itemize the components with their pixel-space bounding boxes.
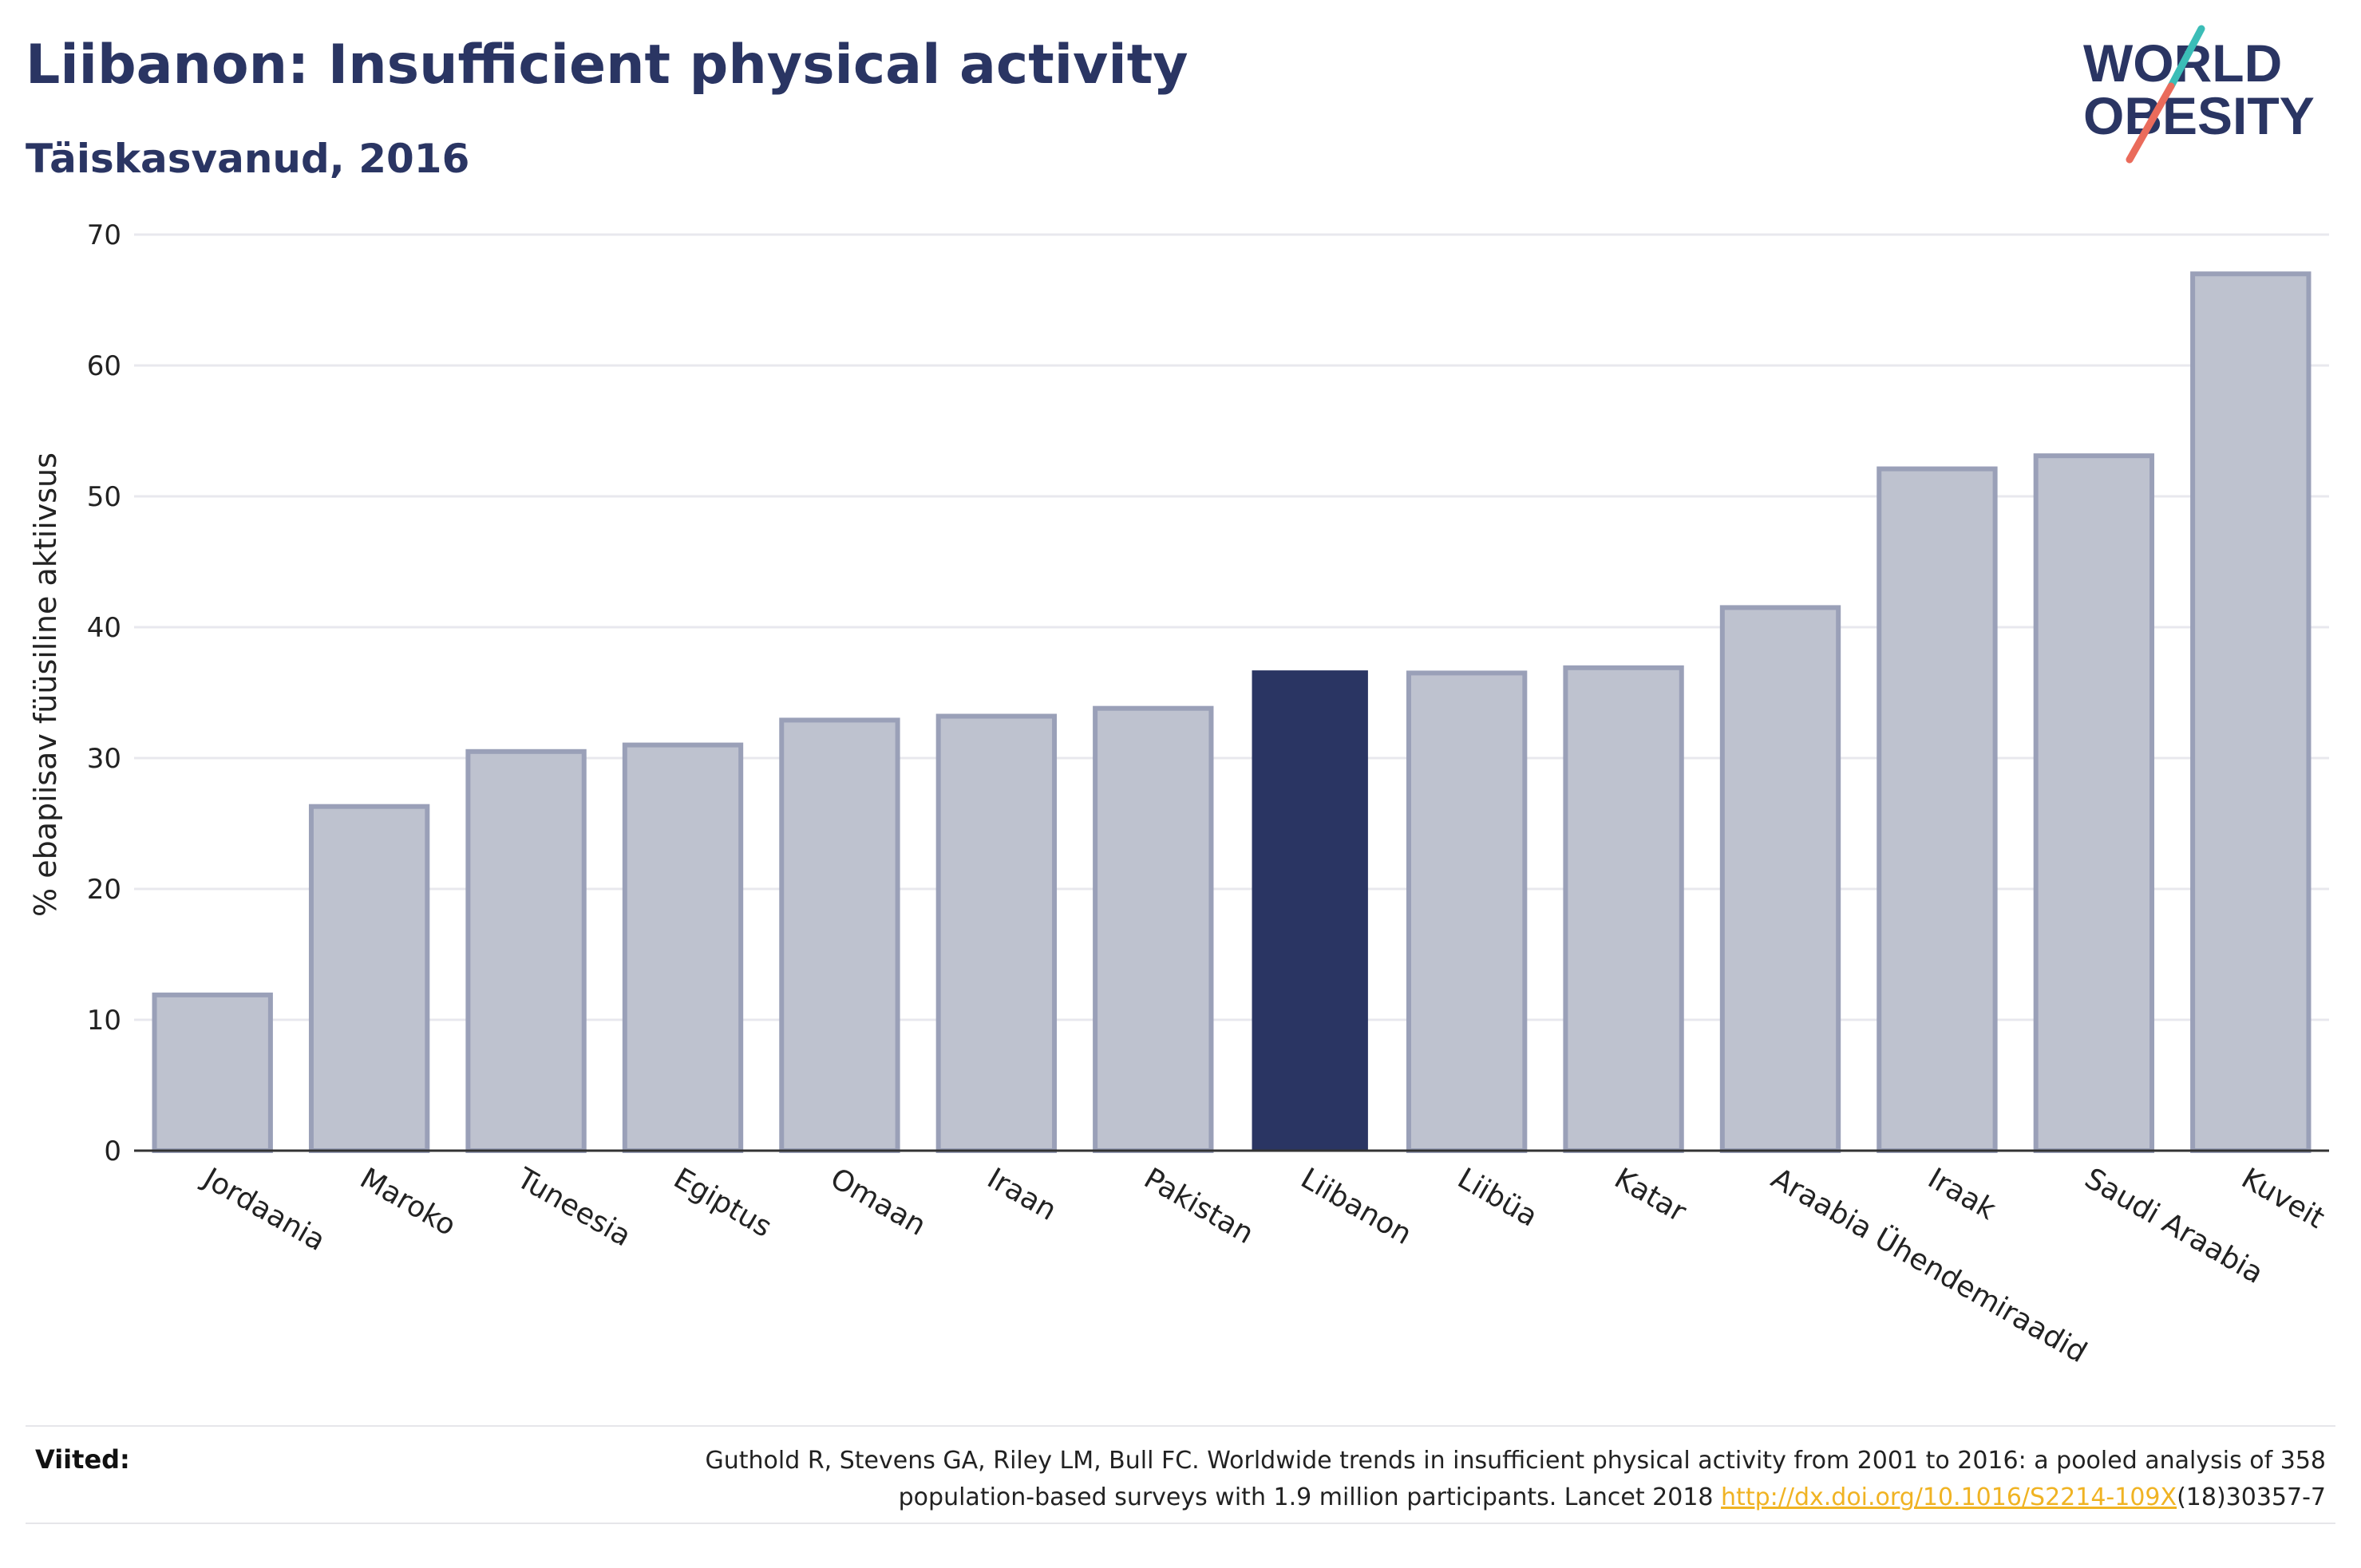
y-tick-label: 70 — [87, 219, 121, 251]
reference-line-1: Guthold R, Stevens GA, Riley LM, Bull FC… — [705, 1447, 2326, 1475]
y-tick-label: 10 — [87, 1005, 121, 1037]
bar-pakistan[interactable] — [1093, 705, 1214, 1153]
references-label: Viited: — [35, 1444, 130, 1475]
x-tick-label: Tuneesia — [511, 1162, 637, 1254]
bar-iraan[interactable] — [935, 713, 1058, 1153]
y-tick-label: 50 — [87, 481, 121, 513]
x-tick-label: Jordaania — [196, 1161, 330, 1258]
reference-line-2: population-based surveys with 1.9 millio… — [490, 1479, 2326, 1516]
reference-line-2-start: population-based surveys with 1.9 millio… — [898, 1483, 1722, 1511]
logo-text-obesity: OBESITY — [2083, 86, 2315, 145]
bar-jordaania[interactable] — [152, 992, 273, 1153]
x-tick-label: Liibanon — [1295, 1162, 1418, 1251]
y-tick-label: 40 — [87, 612, 121, 644]
x-tick-label: Egiptus — [668, 1162, 777, 1244]
references-text: Guthold R, Stevens GA, Riley LM, Bull FC… — [490, 1443, 2326, 1516]
y-tick-label: 0 — [104, 1136, 121, 1167]
x-tick-label: Omaan — [825, 1162, 931, 1242]
x-tick-label: Iraak — [1922, 1162, 2001, 1226]
bar-araabia-ühendemiraadid[interactable] — [1719, 605, 1841, 1153]
bar-liibüa[interactable] — [1406, 670, 1528, 1153]
bar-iraak[interactable] — [1877, 466, 1998, 1153]
logo-slash-coral — [2126, 82, 2175, 164]
y-tick-label: 60 — [87, 350, 121, 382]
y-tick-label: 30 — [87, 743, 121, 775]
bars-layer — [152, 271, 2312, 1154]
x-tick-label: Maroko — [354, 1162, 461, 1242]
x-tick-label: Liibüa — [1452, 1162, 1543, 1233]
footer-divider-bottom — [26, 1523, 2335, 1524]
bar-saudi-araabia[interactable] — [2033, 453, 2155, 1153]
bar-chart: 0 10 20 30 40 50 60 70 Jordaania Maroko Tuneesia Eg… — [28, 219, 2330, 1369]
bar-tuneesia[interactable] — [465, 748, 587, 1153]
reference-doi-link[interactable]: http://dx.doi.org/10.1016/S2214-109X — [1721, 1483, 2177, 1511]
chart-subtitle: Täiskasvanud, 2016 — [26, 136, 470, 182]
x-tick-label: Pakistan — [1138, 1162, 1259, 1250]
logo-slash-teal — [2167, 25, 2205, 90]
x-tick-label: Iraan — [982, 1162, 1062, 1227]
footer-divider-top — [26, 1425, 2335, 1427]
y-axis-label: % ebapiisav füüsiline aktiivsus — [28, 452, 63, 917]
bar-omaan[interactable] — [779, 717, 900, 1153]
y-tick-label: 20 — [87, 874, 121, 906]
bar-kuveit[interactable] — [2190, 271, 2312, 1154]
chart-title: Liibanon: Insufficient physical activity — [26, 34, 1188, 97]
bar-liibanon[interactable] — [1252, 670, 1368, 1151]
bar-maroko[interactable] — [308, 804, 430, 1153]
bar-egiptus[interactable] — [622, 742, 744, 1153]
x-tick-label: Saudi Araabia — [2079, 1162, 2268, 1290]
x-tick-label: Kuveit — [2236, 1162, 2330, 1235]
bar-katar[interactable] — [1563, 665, 1684, 1153]
x-tick-label: Katar — [1609, 1162, 1692, 1229]
reference-line-2-end: (18)30357-7 — [2177, 1483, 2326, 1511]
world-obesity-logo: WORLD OBESITY — [2083, 25, 2315, 164]
grid-layer — [134, 233, 2329, 1021]
